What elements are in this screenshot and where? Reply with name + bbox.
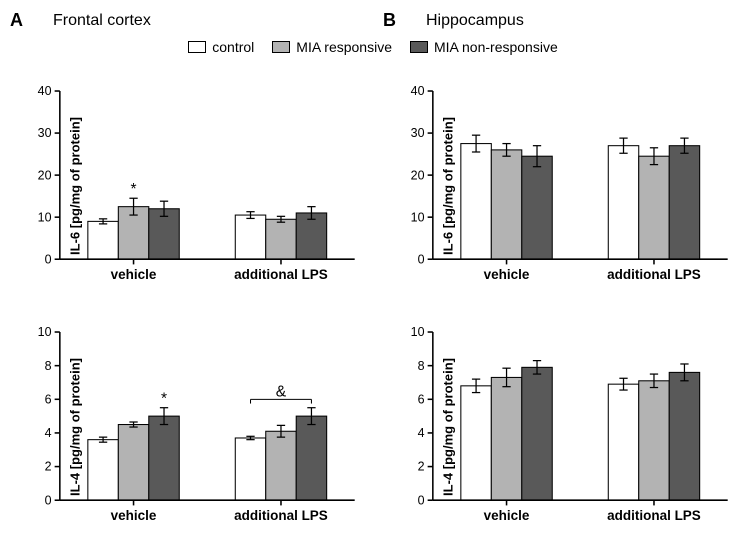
svg-text:20: 20 (411, 168, 425, 182)
svg-text:vehicle: vehicle (111, 267, 157, 282)
figure-grid: A Frontal cortex B Hippocampus control M… (10, 10, 736, 545)
legend-item-control: control (188, 39, 254, 55)
svg-text:6: 6 (418, 392, 425, 406)
y-axis-label: IL-6 [pg/mg of protein] (440, 117, 455, 255)
svg-text:8: 8 (418, 359, 425, 373)
svg-text:additional LPS: additional LPS (234, 267, 328, 282)
svg-text:0: 0 (418, 252, 425, 266)
svg-text:0: 0 (418, 493, 425, 507)
svg-text:*: * (131, 181, 137, 198)
svg-text:*: * (161, 391, 167, 408)
svg-text:0: 0 (45, 252, 52, 266)
svg-text:vehicle: vehicle (111, 508, 157, 523)
svg-text:additional LPS: additional LPS (607, 267, 701, 282)
swatch-control (188, 41, 206, 53)
panel-a-letter: A (10, 10, 23, 31)
svg-text:2: 2 (45, 460, 52, 474)
panel-b-header: B Hippocampus (383, 10, 736, 31)
svg-text:20: 20 (38, 168, 52, 182)
chart-B-IL6: IL-6 [pg/mg of protein] 0 10 20 30 40 vehicle a… (383, 67, 736, 304)
legend-label-responsive: MIA responsive (296, 39, 392, 55)
y-axis-label: IL-6 [pg/mg of protein] (67, 117, 82, 255)
svg-text:30: 30 (38, 126, 52, 140)
svg-text:8: 8 (45, 359, 52, 373)
legend: control MIA responsive MIA non-responsiv… (10, 35, 736, 63)
y-axis-label: IL-4 [pg/mg of protein] (67, 358, 82, 496)
swatch-responsive (272, 41, 290, 53)
panel-a-header: A Frontal cortex (10, 10, 363, 31)
panel-b-title: Hippocampus (426, 12, 524, 30)
svg-text:&: & (276, 383, 287, 400)
legend-label-nonresponsive: MIA non-responsive (434, 39, 558, 55)
svg-text:vehicle: vehicle (484, 508, 530, 523)
legend-item-nonresponsive: MIA non-responsive (410, 39, 558, 55)
svg-text:6: 6 (45, 392, 52, 406)
svg-text:additional LPS: additional LPS (607, 508, 701, 523)
chart-B-IL4: IL-4 [pg/mg of protein] 0 2 4 6 8 10 vehicle add… (383, 308, 736, 545)
svg-text:0: 0 (45, 493, 52, 507)
y-axis-label: IL-4 [pg/mg of protein] (440, 358, 455, 496)
svg-text:2: 2 (418, 460, 425, 474)
svg-text:40: 40 (38, 84, 52, 98)
chart-A-IL6: IL-6 [pg/mg of protein] 0 10 20 30 40 vehicle a… (10, 67, 363, 304)
svg-text:10: 10 (38, 325, 52, 339)
svg-text:30: 30 (411, 126, 425, 140)
panel-b-letter: B (383, 10, 396, 31)
legend-item-responsive: MIA responsive (272, 39, 392, 55)
panel-a-title: Frontal cortex (53, 12, 151, 30)
svg-text:additional LPS: additional LPS (234, 508, 328, 523)
svg-text:10: 10 (38, 210, 52, 224)
svg-text:4: 4 (45, 426, 52, 440)
legend-label-control: control (212, 39, 254, 55)
svg-text:10: 10 (411, 210, 425, 224)
svg-text:4: 4 (418, 426, 425, 440)
svg-text:10: 10 (411, 325, 425, 339)
chart-A-IL4: IL-4 [pg/mg of protein] 0 2 4 6 8 10 vehicle add… (10, 308, 363, 545)
swatch-nonresponsive (410, 41, 428, 53)
svg-text:40: 40 (411, 84, 425, 98)
svg-text:vehicle: vehicle (484, 267, 530, 282)
